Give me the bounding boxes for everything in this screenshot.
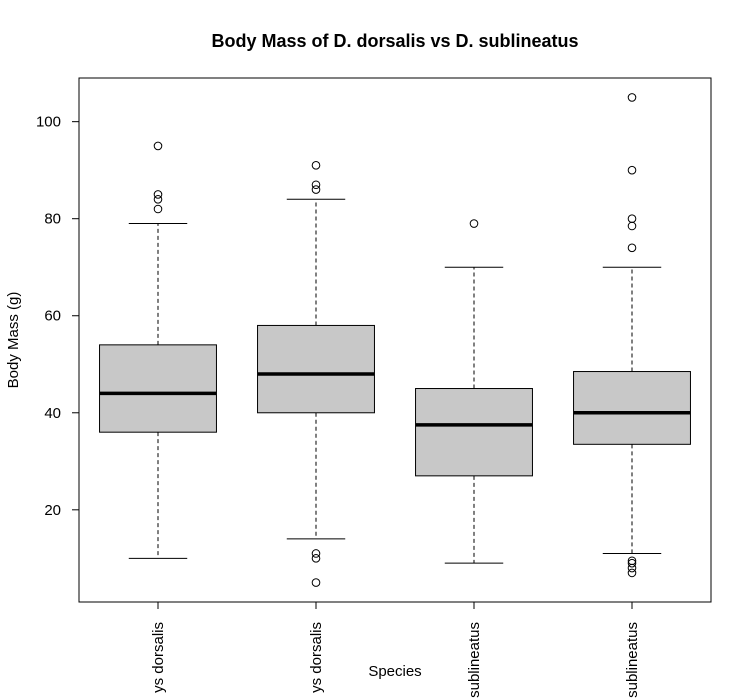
x-tick-label: sublineatus (466, 622, 483, 698)
outlier-point (627, 165, 637, 175)
box-group (99, 141, 217, 559)
outlier-point (311, 554, 321, 563)
outlier-point (311, 578, 321, 587)
outlier-point (153, 190, 163, 199)
outlier-point (153, 194, 163, 204)
box-rect (573, 371, 691, 445)
outlier-point (627, 93, 637, 102)
outlier-point (627, 558, 637, 568)
outlier-point (627, 221, 637, 231)
chart-title: Body Mass of D. dorsalis vs D. sublineat… (211, 31, 578, 51)
y-axis-title: Body Mass (g) (5, 292, 22, 389)
outlier-point (311, 180, 321, 190)
box-group (415, 219, 533, 564)
x-tick-label: ys dorsalis (308, 622, 325, 693)
x-tick-label: ys dorsalis (150, 622, 167, 693)
outlier-point (627, 243, 637, 253)
y-tick-label: 100 (36, 114, 61, 131)
y-tick-label: 60 (44, 308, 61, 325)
outlier-point (311, 549, 321, 558)
outlier-point (153, 141, 163, 151)
y-tick-label: 20 (44, 502, 61, 519)
outlier-point (627, 556, 637, 566)
plot-frame (78, 77, 712, 603)
y-tick-label: 80 (44, 211, 61, 228)
box-group (573, 93, 691, 578)
outlier-point (153, 204, 163, 214)
box-rect (99, 344, 217, 433)
box-rect (257, 324, 375, 414)
outlier-point (311, 185, 321, 194)
x-tick-label: sublineatus (624, 622, 641, 698)
boxes (99, 93, 691, 587)
y-tick-label: 40 (44, 405, 61, 422)
outlier-point (311, 161, 321, 170)
box-group (257, 161, 375, 587)
x-axis-title: Species (368, 663, 421, 680)
y-axis: 20 40 60 80 100 (36, 114, 79, 519)
outlier-point (627, 214, 637, 224)
box-rect (415, 388, 533, 477)
outlier-point (469, 219, 479, 228)
x-axis: ys dorsalis ys dorsalis sublineatus subline… (150, 602, 641, 698)
outlier-point (627, 568, 637, 578)
